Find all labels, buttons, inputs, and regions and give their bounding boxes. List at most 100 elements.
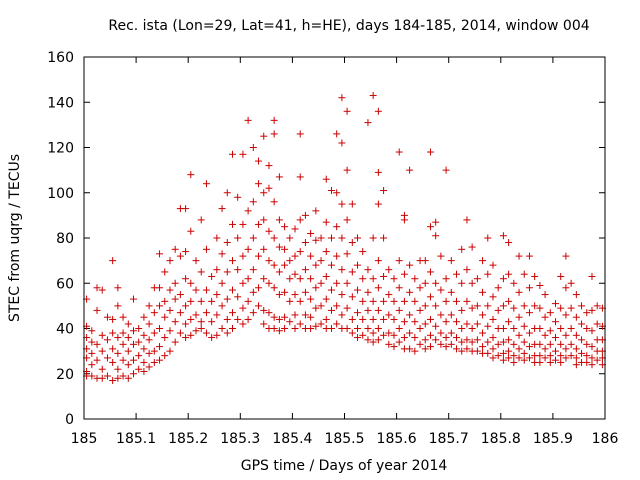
- data-point: [150, 358, 158, 366]
- data-point: [546, 309, 554, 317]
- data-point: [187, 227, 195, 235]
- x-tick-label: 185.2: [168, 431, 208, 447]
- data-point: [244, 275, 252, 283]
- data-point: [536, 282, 544, 290]
- data-point: [197, 325, 205, 332]
- data-point: [260, 275, 268, 283]
- data-point: [463, 266, 471, 274]
- data-point: [234, 293, 242, 301]
- data-point: [369, 297, 377, 305]
- data-point: [489, 293, 497, 301]
- data-point: [541, 291, 549, 299]
- data-point: [322, 315, 330, 323]
- data-point: [197, 268, 205, 276]
- data-point: [119, 356, 127, 364]
- data-point: [255, 157, 263, 165]
- data-point: [291, 225, 299, 233]
- data-point: [265, 309, 273, 317]
- data-point: [515, 313, 523, 321]
- data-point: [588, 272, 596, 280]
- data-point: [135, 365, 143, 373]
- data-point: [572, 361, 580, 369]
- data-point: [322, 248, 330, 256]
- data-point: [567, 325, 575, 332]
- data-point: [557, 358, 565, 366]
- data-point: [244, 245, 252, 253]
- data-point: [432, 336, 440, 344]
- data-point: [249, 266, 257, 274]
- data-point: [187, 315, 195, 323]
- data-point: [281, 325, 289, 332]
- data-point: [453, 297, 461, 305]
- data-point: [98, 374, 106, 382]
- data-point: [380, 297, 388, 305]
- data-point: [364, 288, 372, 296]
- data-point: [260, 245, 268, 253]
- data-point: [520, 338, 528, 346]
- data-point: [525, 309, 533, 317]
- data-point: [348, 315, 356, 323]
- data-point: [301, 266, 309, 274]
- data-point: [557, 352, 565, 360]
- data-point: [296, 173, 304, 181]
- data-point: [552, 334, 560, 342]
- data-point: [176, 329, 184, 337]
- data-point: [426, 315, 434, 323]
- data-point: [286, 234, 294, 242]
- data-point: [109, 345, 117, 353]
- data-point: [119, 340, 127, 348]
- data-point: [380, 331, 388, 339]
- data-point: [369, 91, 377, 99]
- x-tick-label: 185.7: [429, 431, 469, 447]
- data-point: [520, 349, 528, 357]
- data-point: [171, 318, 179, 326]
- data-point: [437, 252, 445, 260]
- data-point: [541, 354, 549, 362]
- data-point: [437, 311, 445, 319]
- data-point: [239, 220, 247, 228]
- data-point: [473, 320, 481, 328]
- data-point: [583, 325, 591, 332]
- data-point: [88, 349, 96, 357]
- data-point: [103, 372, 111, 380]
- data-point: [98, 347, 106, 355]
- data-point: [468, 279, 476, 287]
- data-point: [281, 288, 289, 296]
- data-point: [354, 286, 362, 294]
- y-tick-label: 20: [56, 367, 74, 383]
- data-point: [406, 166, 414, 174]
- data-point: [525, 252, 533, 260]
- data-point: [432, 322, 440, 330]
- data-point: [161, 313, 169, 321]
- data-point: [270, 325, 278, 332]
- data-point: [343, 279, 351, 287]
- data-point: [312, 261, 320, 269]
- data-point: [275, 268, 283, 276]
- data-point: [369, 315, 377, 323]
- data-point: [275, 291, 283, 299]
- data-point: [593, 320, 601, 328]
- data-point: [291, 270, 299, 278]
- data-point: [552, 318, 560, 326]
- data-point: [265, 257, 273, 265]
- data-point: [124, 347, 132, 355]
- y-tick-label: 100: [47, 186, 74, 202]
- data-point: [562, 331, 570, 339]
- data-point: [426, 148, 434, 156]
- data-point: [296, 216, 304, 224]
- data-point: [166, 347, 174, 355]
- data-point: [515, 252, 523, 260]
- data-point: [578, 349, 586, 357]
- data-point: [114, 334, 122, 342]
- data-point: [442, 275, 450, 283]
- data-point: [489, 334, 497, 342]
- y-tick-label: 40: [56, 322, 74, 338]
- data-point: [588, 343, 596, 351]
- data-point: [150, 309, 158, 317]
- data-point: [520, 356, 528, 364]
- data-point: [270, 116, 278, 124]
- data-point: [114, 302, 122, 310]
- data-point: [515, 331, 523, 339]
- data-point: [333, 279, 341, 287]
- data-point: [583, 340, 591, 348]
